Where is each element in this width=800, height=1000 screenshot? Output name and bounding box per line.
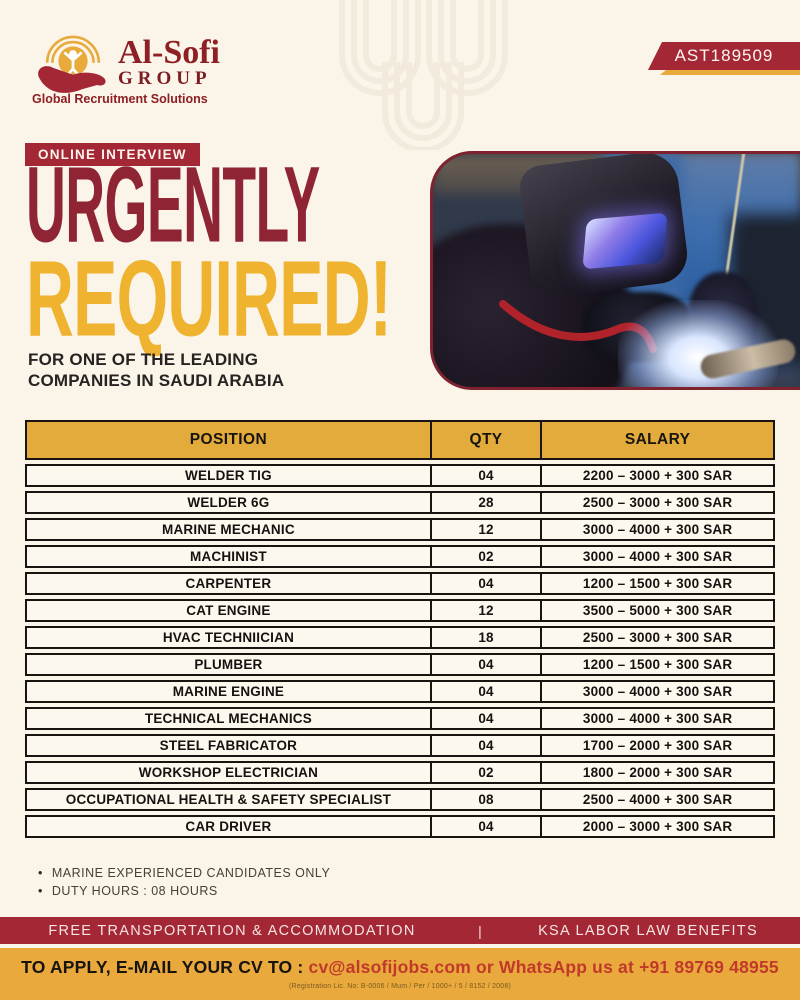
table-header-row: POSITION QTY SALARY — [25, 420, 775, 460]
benefit-labor-law: KSA LABOR LAW BENEFITS — [538, 922, 758, 939]
cell-salary: 3500 – 5000 + 300 SAR — [540, 601, 773, 620]
cell-qty: 02 — [429, 547, 540, 566]
cell-salary: 3000 – 4000 + 300 SAR — [540, 682, 773, 701]
cell-position: MARINE ENGINE — [172, 684, 285, 699]
cell-qty: 02 — [429, 763, 540, 782]
note-item: MARINE EXPERIENCED CANDIDATES ONLY — [38, 864, 330, 882]
cell-position: TECHNICAL MECHANICS — [144, 711, 312, 726]
logo-name: Al-Sofi — [118, 34, 220, 71]
welder-photo — [430, 151, 800, 390]
cell-salary: 3000 – 4000 + 300 SAR — [540, 520, 773, 539]
cell-position: MARINE MECHANIC — [162, 522, 295, 537]
table-body: WELDER TIG 04 2200 – 3000 + 300 SAR WELD… — [25, 464, 775, 838]
cell-salary: 2500 – 4000 + 300 SAR — [540, 790, 773, 809]
table-row: CAR DRIVER 04 2000 – 3000 + 300 SAR — [25, 815, 775, 838]
cell-position: CAT ENGINE — [186, 603, 271, 618]
cell-position: WORKSHOP ELECTRICIAN — [138, 765, 319, 780]
cell-salary: 1700 – 2000 + 300 SAR — [540, 736, 773, 755]
cell-salary: 2500 – 3000 + 300 SAR — [540, 628, 773, 647]
cell-position: MACHINIST — [190, 549, 267, 564]
table-row: WORKSHOP ELECTRICIAN 02 1800 – 2000 + 30… — [25, 761, 775, 784]
cell-position: WELDER TIG — [185, 468, 272, 483]
apply-bar: TO APPLY, E-MAIL YOUR CV TO : cv@alsofij… — [0, 948, 800, 1000]
logo-tagline: Global Recruitment Solutions — [32, 92, 208, 106]
cell-salary: 2000 – 3000 + 300 SAR — [540, 817, 773, 836]
notes-list: MARINE EXPERIENCED CANDIDATES ONLY DUTY … — [38, 864, 330, 900]
table-row: STEEL FABRICATOR 04 1700 – 2000 + 300 SA… — [25, 734, 775, 757]
headline-required: REQUIRED! — [26, 239, 392, 359]
benefits-divider: | — [478, 922, 482, 939]
benefits-bar: FREE TRANSPORTATION & ACCOMMODATION | KS… — [0, 917, 800, 944]
cell-position: OCCUPATIONAL HEALTH & SAFETY SPECIALIST — [65, 792, 392, 807]
cell-salary: 1200 – 1500 + 300 SAR — [540, 574, 773, 593]
table-row: CARPENTER 04 1200 – 1500 + 300 SAR — [25, 572, 775, 595]
cell-qty: 12 — [429, 520, 540, 539]
cell-qty: 04 — [429, 736, 540, 755]
cell-position: STEEL FABRICATOR — [159, 738, 298, 753]
cell-position: HVAC TECHNIICIAN — [162, 630, 295, 645]
cell-qty: 18 — [429, 628, 540, 647]
cell-qty: 04 — [429, 655, 540, 674]
cell-qty: 12 — [429, 601, 540, 620]
logo-hand-sun-icon — [38, 35, 106, 93]
cell-qty: 28 — [429, 493, 540, 512]
cell-salary: 2200 – 3000 + 300 SAR — [540, 466, 773, 485]
cell-qty: 08 — [429, 790, 540, 809]
cell-qty: 04 — [429, 574, 540, 593]
cell-salary: 3000 – 4000 + 300 SAR — [540, 547, 773, 566]
logo: Al-Sofi GROUP — [30, 24, 220, 110]
logo-group: GROUP — [118, 68, 212, 89]
cell-salary: 1200 – 1500 + 300 SAR — [540, 655, 773, 674]
subtitle-line-1: FOR ONE OF THE LEADING — [28, 350, 259, 369]
reference-code-badge: AST189509 — [648, 42, 800, 70]
cell-qty: 04 — [429, 709, 540, 728]
table-row: OCCUPATIONAL HEALTH & SAFETY SPECIALIST … — [25, 788, 775, 811]
table-row: PLUMBER 04 1200 – 1500 + 300 SAR — [25, 653, 775, 676]
cell-position: CARPENTER — [185, 576, 272, 591]
table-header-qty: QTY — [429, 422, 540, 458]
subtitle-line-2: COMPANIES IN SAUDI ARABIA — [28, 371, 285, 390]
table-header-salary: SALARY — [540, 422, 773, 458]
cell-salary: 3000 – 4000 + 300 SAR — [540, 709, 773, 728]
table-row: HVAC TECHNIICIAN 18 2500 – 3000 + 300 SA… — [25, 626, 775, 649]
cell-qty: 04 — [429, 817, 540, 836]
cell-qty: 04 — [429, 466, 540, 485]
table-row: MARINE ENGINE 04 3000 – 4000 + 300 SAR — [25, 680, 775, 703]
cell-position: PLUMBER — [194, 657, 263, 672]
table-row: CAT ENGINE 12 3500 – 5000 + 300 SAR — [25, 599, 775, 622]
cell-position: CAR DRIVER — [185, 819, 272, 834]
table-row: MACHINIST 02 3000 – 4000 + 300 SAR — [25, 545, 775, 568]
table-row: WELDER TIG 04 2200 – 3000 + 300 SAR — [25, 464, 775, 487]
note-item: DUTY HOURS : 08 HOURS — [38, 882, 330, 900]
benefit-transportation: FREE TRANSPORTATION & ACCOMMODATION — [48, 922, 416, 939]
cell-salary: 2500 – 3000 + 300 SAR — [540, 493, 773, 512]
table-row: MARINE MECHANIC 12 3000 – 4000 + 300 SAR — [25, 518, 775, 541]
cell-qty: 04 — [429, 682, 540, 701]
apply-contact[interactable]: cv@alsofijobs.com or WhatsApp us at +91 … — [308, 957, 779, 977]
apply-line: TO APPLY, E-MAIL YOUR CV TO : cv@alsofij… — [0, 957, 800, 978]
cell-salary: 1800 – 2000 + 300 SAR — [540, 763, 773, 782]
headline-urgently: URGENTLY — [26, 145, 320, 265]
online-interview-badge: ONLINE INTERVIEW — [25, 143, 200, 166]
table-row: TECHNICAL MECHANICS 04 3000 – 4000 + 300… — [25, 707, 775, 730]
positions-table: POSITION QTY SALARY WELDER TIG 04 2200 –… — [25, 420, 775, 838]
photo-welding-arc-glow — [618, 300, 778, 387]
table-row: WELDER 6G 28 2500 – 3000 + 300 SAR — [25, 491, 775, 514]
registration-note: (Registration Lic. No: B-0006 / Mum / Pe… — [289, 983, 511, 990]
reference-code: AST189509 — [674, 46, 774, 65]
apply-label: TO APPLY, E-MAIL YOUR CV TO : — [21, 957, 304, 977]
arch-pattern-decoration — [339, 0, 508, 150]
cell-position: WELDER 6G — [187, 495, 270, 510]
reference-code-underline — [660, 70, 800, 75]
table-header-position: POSITION — [189, 431, 268, 448]
subtitle: FOR ONE OF THE LEADING COMPANIES IN SAUD… — [28, 349, 284, 391]
